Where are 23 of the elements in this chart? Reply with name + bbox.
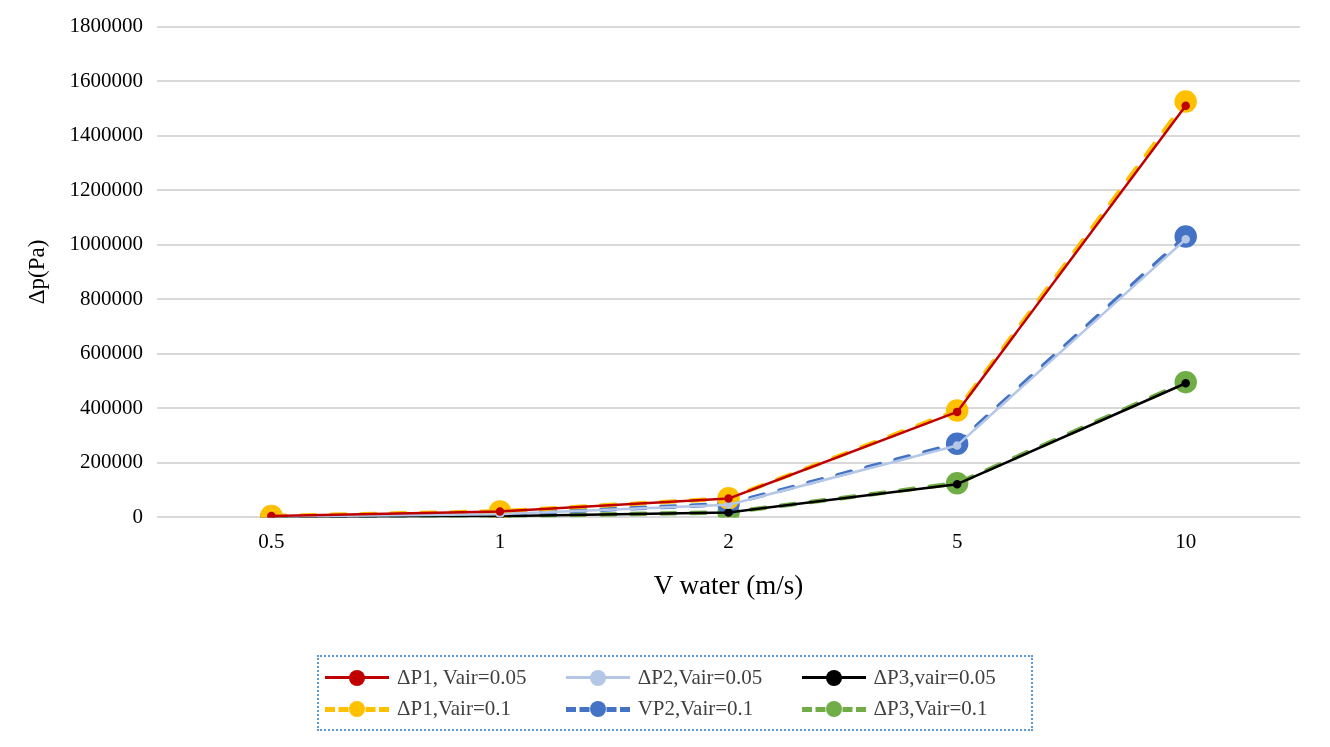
y-tick-label: 1800000: [69, 13, 144, 38]
legend-label: ΔP3,vair=0.05: [873, 665, 996, 690]
y-tick-label: 800000: [80, 285, 144, 310]
x-axis-title: V water (m/s): [653, 569, 804, 600]
x-tick-label: 2: [723, 528, 734, 553]
y-tick-label: 0: [132, 503, 144, 528]
y-tick-label: 200000: [80, 449, 144, 474]
y-tick-label: 1000000: [69, 231, 144, 256]
x-tick-label: 0.5: [258, 528, 285, 553]
y-tick-label: 400000: [80, 394, 144, 419]
x-tick-label: 5: [951, 528, 963, 553]
legend-label: ΔP2,Vair=0.05: [637, 665, 763, 690]
y-tick-label: 1400000: [69, 122, 144, 147]
y-axis-title: Δp(Pa): [23, 239, 49, 305]
x-tick-label: 1: [494, 528, 506, 553]
x-tick-label: 10: [1175, 528, 1197, 553]
y-tick-label: 1600000: [69, 67, 144, 92]
legend-label: ΔP1, Vair=0.05: [397, 665, 527, 690]
y-tick-label: 600000: [80, 340, 144, 365]
legend-label: ΔP1,Vair=0.1: [397, 696, 512, 721]
legend-label: VP2,Vair=0.1: [637, 696, 754, 721]
legend-label: ΔP3,Vair=0.1: [873, 696, 988, 721]
y-tick-label: 1200000: [69, 176, 144, 201]
